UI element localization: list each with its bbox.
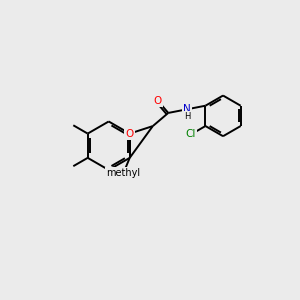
Text: methyl: methyl xyxy=(106,168,140,178)
Text: O: O xyxy=(126,129,134,139)
Text: Cl: Cl xyxy=(186,129,196,140)
Text: H: H xyxy=(184,112,190,121)
Text: O: O xyxy=(154,96,162,106)
Text: N: N xyxy=(183,104,191,114)
